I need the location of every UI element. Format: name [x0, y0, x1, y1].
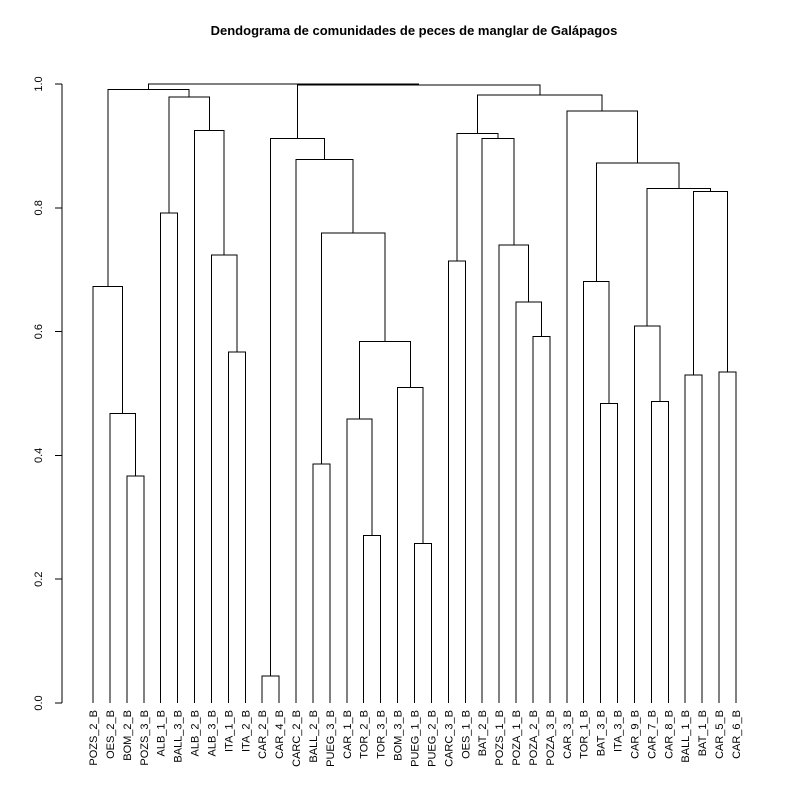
leaf-label: PUEG_2_B	[426, 710, 438, 767]
dendrogram-link	[297, 84, 541, 139]
y-tick-label: 0.8	[33, 200, 45, 215]
dendrogram-link	[583, 280, 610, 703]
dendrogram-link	[498, 244, 530, 703]
leaf-label: BAT_3_B	[596, 710, 608, 756]
y-tick-label: 0.0	[33, 695, 45, 710]
dendrogram-link	[359, 341, 411, 419]
dendrogram-link	[320, 232, 386, 465]
dendrogram-links	[92, 83, 737, 703]
dendrogram-link	[447, 260, 466, 703]
leaf-label: BALL_2_B	[308, 710, 320, 763]
y-tick-label: 0.2	[33, 572, 45, 587]
leaf-label: CARC_2_B	[291, 710, 303, 767]
dendrogram-link	[532, 336, 551, 703]
leaf-label: POZA_2_B	[528, 710, 540, 766]
y-axis: 0.0 0.2 0.4 0.6 0.8 1.0	[33, 76, 63, 711]
y-tick-label: 1.0	[33, 76, 45, 91]
leaf-label: PUEG_1_B	[410, 710, 422, 767]
y-tick-label: 0.4	[33, 448, 45, 463]
dendrogram-link	[270, 137, 326, 676]
chart-title: Dendograma de comunidades de peces de ma…	[211, 23, 618, 38]
leaf-label: CAR_2_B	[257, 710, 269, 759]
dendrogram-link	[160, 212, 179, 703]
dendrogram-link	[109, 412, 136, 703]
leaf-label: CAR_5_B	[714, 710, 726, 759]
leaf-label: POZA_1_B	[511, 710, 523, 766]
dendrogram-link	[397, 386, 424, 703]
dendrogram-link	[515, 301, 542, 703]
dendrogram-link	[456, 133, 499, 262]
leaf-labels: POZS_2_B OES_2_B BOM_2_B POZS_3_B ALB_1_B BAL…	[88, 710, 743, 767]
leaf-label: CAR_6_B	[731, 710, 743, 759]
dendrogram-link	[261, 675, 280, 703]
leaf-label: CAR_1_B	[342, 710, 354, 759]
dendrogram-link	[684, 374, 703, 703]
leaf-label: POZS_2_B	[88, 710, 100, 766]
dendrogram-link	[194, 129, 225, 703]
dendrogram-link	[414, 542, 432, 703]
dendrogram-link	[168, 96, 210, 213]
dendrogram-link	[210, 254, 238, 703]
leaf-label: POZS_1_B	[494, 710, 506, 766]
leaf-label: ALB_1_B	[156, 710, 168, 756]
dendrogram-link	[566, 110, 639, 703]
leaf-label: ALB_3_B	[206, 710, 218, 756]
dendrogram-link	[718, 371, 737, 703]
leaf-label: BALL_3_B	[173, 710, 185, 763]
leaf-label: BOM_3_B	[393, 710, 405, 761]
dendrogram-link	[126, 475, 145, 703]
dendrogram-link	[363, 534, 382, 703]
y-tick-label: 0.6	[33, 324, 45, 339]
leaf-label: BALL_1_B	[680, 710, 692, 763]
dendrogram-link	[107, 89, 190, 287]
leaf-label: BAT_1_B	[697, 710, 709, 756]
leaf-label: POZS_3_B	[139, 710, 151, 766]
leaf-label: ALB_2_B	[190, 710, 202, 756]
leaf-label: CAR_9_B	[629, 710, 641, 759]
leaf-label: CAR_3_B	[562, 710, 574, 759]
leaf-label: BAT_2_B	[477, 710, 489, 756]
dendrogram-link	[312, 463, 331, 703]
dendrogram-link	[646, 188, 712, 327]
leaf-label: ITA_1_B	[223, 710, 235, 752]
dendrogram-link	[148, 83, 420, 90]
leaf-label: CAR_8_B	[663, 710, 675, 759]
leaf-label: TOR_3_B	[376, 710, 388, 759]
dendrogram-link	[650, 401, 669, 703]
leaf-label: CAR_7_B	[646, 710, 658, 759]
leaf-label: ITA_3_B	[613, 710, 625, 752]
dendrogram-link	[693, 191, 729, 375]
dendrogram-link	[600, 402, 619, 703]
dendrogram-link	[595, 162, 680, 282]
dendrogram-link	[481, 137, 515, 703]
leaf-label: OES_2_B	[105, 710, 117, 759]
leaf-label: PUEG_3_B	[325, 710, 337, 767]
leaf-label: OES_1_B	[460, 710, 472, 759]
leaf-label: POZA_3_B	[545, 710, 557, 766]
dendrogram-link	[92, 285, 124, 703]
leaf-label: ITA_2_B	[240, 710, 252, 752]
leaf-label: BOM_2_B	[122, 710, 134, 761]
leaf-label: CAR_4_B	[274, 710, 286, 759]
dendrogram-link	[295, 159, 354, 703]
dendrogram-link	[227, 351, 246, 703]
dendrogram-link	[633, 325, 661, 703]
dendrogram-link	[476, 94, 603, 134]
leaf-label: TOR_2_B	[359, 710, 371, 759]
dendrogram-link	[346, 418, 373, 703]
leaf-label: TOR_1_B	[579, 710, 591, 759]
leaf-label: CARC_3_B	[443, 710, 455, 767]
